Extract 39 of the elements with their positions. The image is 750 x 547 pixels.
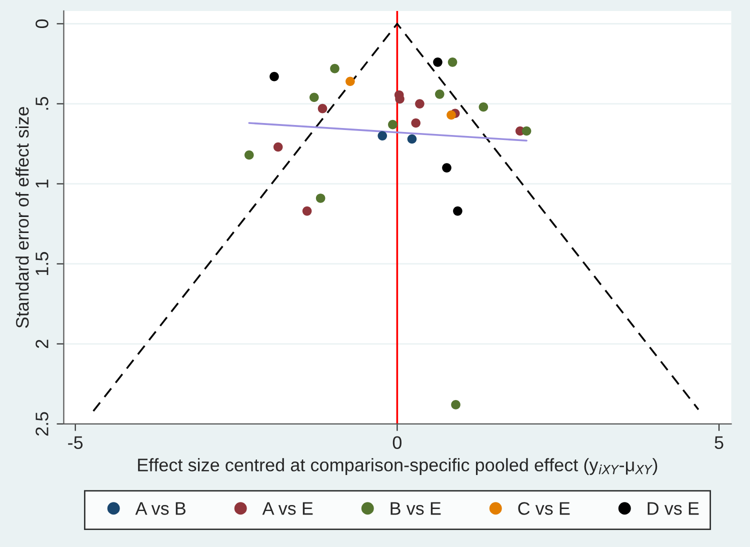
y-tick-label: 2 bbox=[36, 340, 48, 348]
point bbox=[522, 126, 532, 136]
point bbox=[411, 118, 421, 128]
point bbox=[318, 104, 328, 114]
point bbox=[446, 110, 456, 120]
point bbox=[407, 134, 417, 144]
point bbox=[442, 163, 452, 172]
x-tick-label: 5 bbox=[714, 436, 724, 449]
point bbox=[270, 72, 279, 82]
point bbox=[330, 64, 340, 74]
x-tick-label: 0 bbox=[392, 436, 402, 449]
legend-label: C vs E bbox=[518, 502, 570, 515]
x-tick-label: -5 bbox=[68, 436, 83, 449]
y-axis-title: Standard error of effect size bbox=[16, 106, 29, 328]
point bbox=[302, 206, 312, 216]
point bbox=[415, 99, 424, 108]
point bbox=[273, 142, 283, 152]
y-tick-label: .5 bbox=[36, 97, 48, 110]
legend-label: D vs E bbox=[648, 502, 699, 515]
point bbox=[378, 131, 388, 140]
point bbox=[478, 102, 488, 112]
point bbox=[309, 92, 319, 102]
point bbox=[388, 120, 398, 130]
point bbox=[448, 58, 458, 67]
y-tick-label: 1.5 bbox=[36, 252, 48, 276]
point bbox=[433, 58, 442, 67]
y-tick-label: 0 bbox=[36, 19, 48, 28]
legend-label: B vs E bbox=[390, 502, 441, 515]
legend-label: A vs B bbox=[135, 502, 186, 515]
point bbox=[435, 90, 444, 99]
point bbox=[453, 206, 462, 216]
legend-label: A vs E bbox=[262, 502, 313, 515]
point bbox=[451, 400, 460, 410]
y-tick-label: 1 bbox=[36, 180, 48, 188]
x-axis-title: Effect size centred at comparison-specific pooled effect (y$_{iXY}$-μ$_{XY}$) bbox=[138, 458, 658, 475]
point bbox=[316, 194, 326, 203]
point bbox=[244, 150, 254, 160]
y-tick-label: 2.5 bbox=[36, 412, 48, 436]
point bbox=[346, 76, 355, 86]
